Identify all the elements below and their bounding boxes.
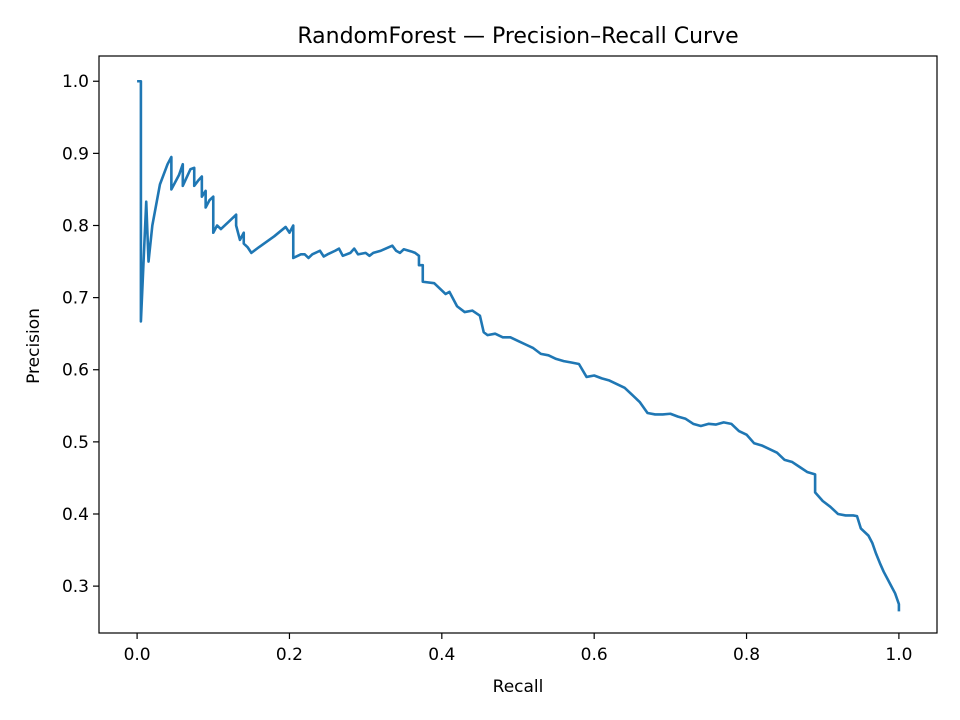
x-tick-label: 0.8 xyxy=(733,645,760,665)
y-axis-label: Precision xyxy=(24,308,44,384)
x-tick-label: 0.4 xyxy=(428,645,455,665)
x-tick-label: 0.2 xyxy=(276,645,303,665)
y-tick-label: 0.6 xyxy=(62,361,89,381)
x-tick-label: 0.0 xyxy=(124,645,151,665)
plot-area: 0.0 0.2 0.4 0.6 0.8 1.0 0.3 0.4 0.5 0.6 0.7 0.8 0.9 1… xyxy=(62,55,938,665)
x-tick-label: 1.0 xyxy=(885,645,912,665)
y-tick-label: 0.3 xyxy=(62,577,89,597)
y-tick-label: 0.5 xyxy=(62,433,89,453)
y-tick-label: 1.0 xyxy=(62,72,89,92)
x-tick-label: 0.6 xyxy=(581,645,608,665)
y-tick-label: 0.8 xyxy=(62,216,89,236)
y-tick-label: 0.9 xyxy=(62,144,89,164)
series-line-0 xyxy=(137,79,901,612)
chart-title: RandomForest — Precision–Recall Curve xyxy=(297,24,738,49)
y-tick-label: 0.4 xyxy=(62,505,89,525)
y-tick-label: 0.7 xyxy=(62,289,89,309)
x-axis-label: Recall xyxy=(493,677,544,697)
axes-frame xyxy=(98,55,938,634)
